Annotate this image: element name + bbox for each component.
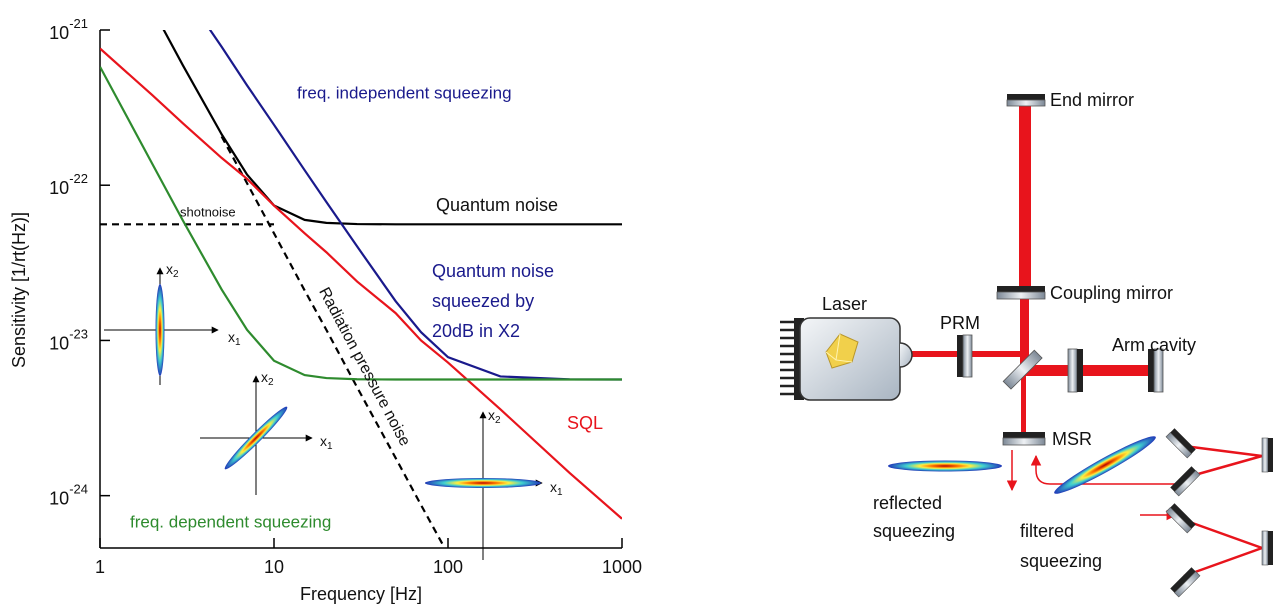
y-tick-label: 10-24 (49, 482, 88, 508)
inset-label: x2 (488, 407, 501, 426)
series-label: SQL (567, 413, 603, 433)
beamsplitter (1002, 349, 1043, 390)
x-axis-label: Frequency [Hz] (300, 584, 422, 604)
mirror (996, 291, 1046, 300)
mirror (1002, 437, 1046, 446)
mirror (962, 334, 973, 378)
x-tick-label: 100 (433, 557, 463, 577)
annotation: 20dB in X2 (432, 321, 520, 341)
series-label: Quantum noise (436, 195, 558, 215)
y-tick-base: 10 (49, 333, 69, 353)
node-label: filtered (1020, 521, 1074, 541)
y-tick-exponent: -21 (69, 16, 88, 31)
node-label: End mirror (1050, 90, 1134, 110)
series-label: Radiation pressure noise (315, 285, 413, 449)
beam (1021, 370, 1026, 432)
series-line (100, 66, 622, 381)
x-tick-label: 10 (264, 557, 284, 577)
y-tick-base: 10 (49, 178, 69, 198)
node-label: squeezing (873, 521, 955, 541)
inset-label: x1 (228, 329, 241, 348)
node-label: squeezing (1020, 551, 1102, 571)
node-label: PRM (940, 313, 980, 333)
mirror (1153, 348, 1164, 393)
inset-label: x2 (166, 261, 179, 280)
y-tick-exponent: -22 (69, 172, 88, 187)
x-tick-label: 1 (95, 557, 105, 577)
mirror (957, 335, 963, 377)
mirror (1007, 94, 1045, 100)
mirror (1003, 432, 1045, 438)
node-label: MSR (1052, 429, 1092, 449)
inset-label: x2 (261, 369, 274, 388)
mirror (1006, 99, 1046, 107)
y-tick-exponent: -24 (69, 482, 88, 497)
y-tick-base: 10 (49, 488, 69, 508)
node-label: reflected (873, 493, 942, 513)
beam (1019, 104, 1031, 288)
y-tick-exponent: -23 (69, 327, 88, 342)
annotation: squeezed by (432, 291, 534, 311)
mirror (1148, 349, 1154, 392)
series-line (208, 30, 622, 381)
inset-label: x1 (550, 479, 563, 498)
series-line (220, 135, 446, 548)
y-tick-base: 10 (49, 23, 69, 43)
y-tick-label: 10-22 (49, 172, 88, 198)
node-label: Arm cavity (1112, 335, 1196, 355)
mirror (1077, 349, 1083, 392)
phase-inset: x2 x1 (104, 261, 241, 385)
x-tick-label: 1000 (602, 557, 642, 577)
series-line (100, 47, 622, 520)
series-label: shotnoise (180, 204, 236, 219)
inset-label: x1 (320, 433, 333, 452)
annotation: Quantum noise (432, 261, 554, 281)
curves (100, 30, 622, 548)
y-tick-label: 10-23 (49, 327, 88, 353)
beam (1022, 365, 1152, 376)
beam (1020, 298, 1029, 368)
mirror (1067, 348, 1078, 393)
series-line (162, 30, 622, 226)
laser (780, 317, 913, 401)
mirror (997, 286, 1045, 292)
filter-mirrors (1165, 428, 1273, 598)
y-tick-label: 10-21 (49, 16, 88, 42)
node-label: Coupling mirror (1050, 283, 1173, 303)
phase-inset: x2 x1 (200, 369, 333, 495)
interferometer-diagram: End mirror Coupling mirror Laser PRM Arm… (780, 90, 1273, 598)
axes (99, 30, 622, 549)
series-label: freq. dependent squeezing (130, 512, 331, 531)
y-axis-label: Sensitivity [1/rt(Hz)] (9, 212, 29, 368)
series-label: freq. independent squeezing (297, 83, 512, 102)
phase-inset: x2 x1 (425, 407, 563, 560)
node-label: Laser (822, 294, 867, 314)
